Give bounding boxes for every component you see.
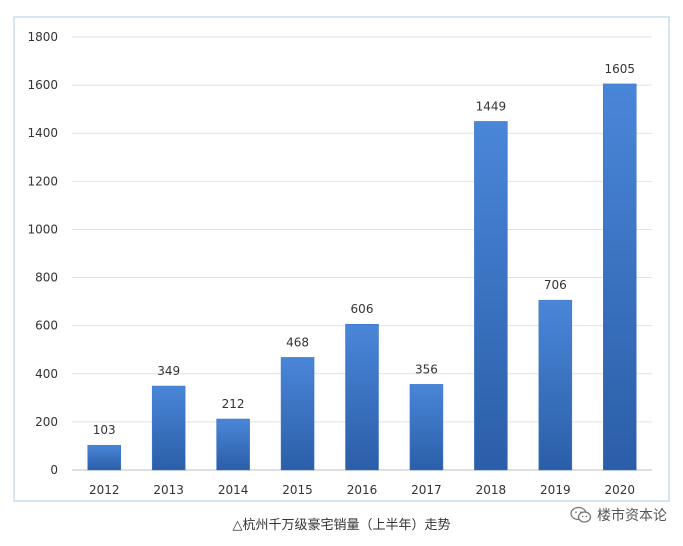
data-label: 468 bbox=[286, 335, 309, 349]
bar bbox=[538, 299, 573, 471]
y-axis: 0 200 400 600 800 1000 1200 1400 1600 1800 bbox=[27, 30, 58, 477]
wechat-icon bbox=[570, 506, 592, 523]
data-label: 706 bbox=[544, 278, 567, 292]
data-label: 349 bbox=[157, 364, 180, 378]
bars: 103 349 212 468 606 356 1449 706 1605 bbox=[87, 62, 637, 471]
y-tick-label: 1000 bbox=[27, 222, 58, 236]
data-label: 606 bbox=[351, 302, 374, 316]
bar bbox=[151, 385, 186, 471]
x-tick-label: 2020 bbox=[605, 483, 636, 497]
x-tick-label: 2012 bbox=[89, 483, 120, 497]
bar bbox=[87, 444, 121, 471]
data-label: 103 bbox=[93, 423, 116, 437]
data-label: 212 bbox=[222, 397, 245, 411]
bar bbox=[280, 357, 315, 471]
y-tick-label: 800 bbox=[35, 271, 58, 285]
x-tick-label: 2017 bbox=[411, 483, 442, 497]
bar bbox=[216, 418, 250, 471]
y-tick-label: 1600 bbox=[27, 78, 58, 92]
bar bbox=[409, 384, 444, 471]
y-tick-label: 1800 bbox=[27, 30, 58, 44]
data-label: 356 bbox=[415, 362, 438, 376]
y-tick-label: 1200 bbox=[27, 174, 58, 188]
y-tick-label: 0 bbox=[50, 463, 58, 477]
y-tick-label: 1400 bbox=[27, 126, 58, 140]
y-tick-label: 600 bbox=[35, 319, 58, 333]
watermark-text: 楼市资本论 bbox=[597, 508, 667, 524]
x-tick-label: 2013 bbox=[153, 483, 184, 497]
watermark: 楼市资本论 bbox=[570, 505, 667, 525]
bar bbox=[603, 83, 637, 471]
data-label: 1449 bbox=[476, 99, 507, 113]
data-label: 1605 bbox=[605, 62, 636, 76]
bar bbox=[345, 323, 379, 471]
chart-caption: △杭州千万级豪宅销量（上半年）走势 bbox=[232, 518, 451, 533]
chart-frame bbox=[13, 16, 670, 502]
bar-chart: 0 200 400 600 800 1000 1200 1400 1600 1800 103 349… bbox=[13, 16, 670, 502]
bar bbox=[474, 121, 508, 471]
x-axis: 2012 2013 2014 2015 2016 2017 2018 2019 2020 bbox=[89, 483, 635, 497]
y-tick-label: 200 bbox=[35, 415, 58, 429]
x-tick-label: 2014 bbox=[218, 483, 249, 497]
x-tick-label: 2019 bbox=[540, 483, 571, 497]
x-tick-label: 2016 bbox=[347, 483, 378, 497]
x-tick-label: 2018 bbox=[476, 483, 507, 497]
x-tick-label: 2015 bbox=[282, 483, 313, 497]
y-tick-label: 400 bbox=[35, 367, 58, 381]
